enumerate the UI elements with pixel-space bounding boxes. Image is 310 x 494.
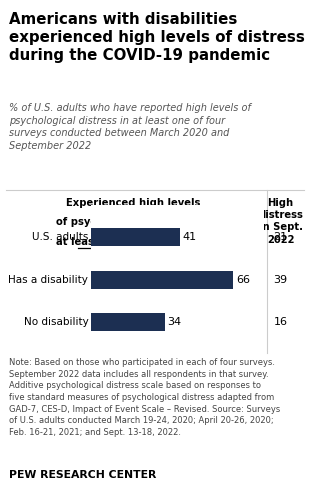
Text: Americans with disabilities
experienced high levels of distress
during the COVID: Americans with disabilities experienced … <box>9 12 305 63</box>
Bar <box>91 271 233 288</box>
Text: High
distress
in Sept.
2022: High distress in Sept. 2022 <box>258 198 303 245</box>
Text: U.S. adults: U.S. adults <box>32 232 88 242</box>
Text: Has a disability: Has a disability <box>8 275 88 285</box>
Text: Note: Based on those who participated in each of four surveys.
September 2022 da: Note: Based on those who participated in… <box>9 358 281 437</box>
Bar <box>91 228 179 246</box>
Text: of psychological distress in: of psychological distress in <box>56 217 210 227</box>
Text: Experienced high levels: Experienced high levels <box>66 198 201 207</box>
Text: 21: 21 <box>273 232 288 242</box>
Text: % of U.S. adults who have reported high levels of
psychological distress in at l: % of U.S. adults who have reported high … <box>9 103 251 151</box>
Text: 39: 39 <box>273 275 288 285</box>
Text: 34: 34 <box>167 317 181 328</box>
Text: No disability: No disability <box>24 317 88 328</box>
Text: 66: 66 <box>236 275 250 285</box>
Text: 16: 16 <box>273 317 288 328</box>
Text: 41: 41 <box>182 232 196 242</box>
Text: PEW RESEARCH CENTER: PEW RESEARCH CENTER <box>9 470 157 480</box>
Bar <box>91 313 165 331</box>
Text: at least one of four surveys: at least one of four surveys <box>55 237 211 247</box>
